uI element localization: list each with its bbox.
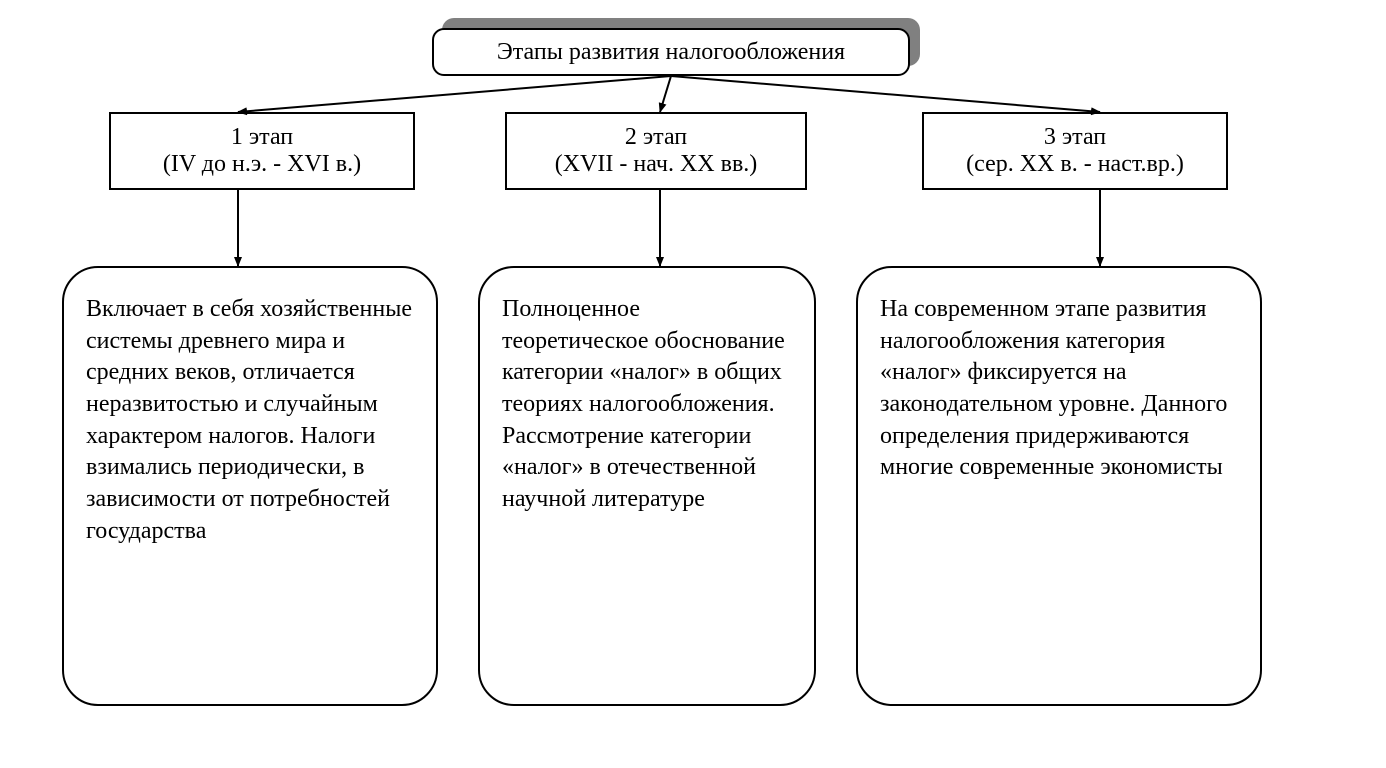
stage-box-2: 2 этап (XVII - нач. XX вв.) xyxy=(505,112,807,190)
stage-box-1: 1 этап (IV до н.э. - XVI в.) xyxy=(109,112,415,190)
stage-box-3: 3 этап (сер. XX в. - наст.вр.) xyxy=(922,112,1228,190)
stage-1-line1: 1 этап xyxy=(231,124,293,151)
stage-2-line1: 2 этап xyxy=(625,124,687,151)
description-2-text: Полноценное теоретическое обоснование ка… xyxy=(502,296,785,512)
header-box: Этапы развития налогообложения xyxy=(432,28,910,76)
description-1-text: Включает в себя хозяйственные системы др… xyxy=(86,296,412,544)
description-3-text: На современном этапе развития налогообло… xyxy=(880,296,1227,480)
header-title: Этапы развития налогообложения xyxy=(497,39,845,66)
description-box-2: Полноценное теоретическое обоснование ка… xyxy=(478,266,816,706)
description-box-1: Включает в себя хозяйственные системы др… xyxy=(62,266,438,706)
description-box-3: На современном этапе развития налогообло… xyxy=(856,266,1262,706)
stage-3-line2: (сер. XX в. - наст.вр.) xyxy=(966,151,1184,178)
stage-3-line1: 3 этап xyxy=(1044,124,1106,151)
stage-2-line2: (XVII - нач. XX вв.) xyxy=(555,151,758,178)
stage-1-line2: (IV до н.э. - XVI в.) xyxy=(163,151,361,178)
